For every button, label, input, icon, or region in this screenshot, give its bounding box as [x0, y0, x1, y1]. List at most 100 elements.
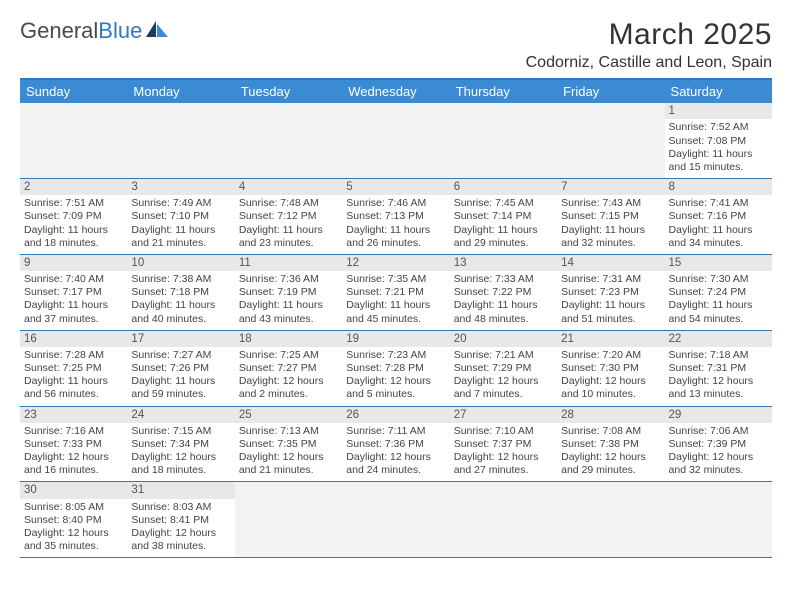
calendar-body: 1Sunrise: 7:52 AMSunset: 7:08 PMDaylight…	[20, 103, 772, 558]
daylight-line: Daylight: 12 hours and 38 minutes.	[131, 527, 230, 553]
sunset-line: Sunset: 8:41 PM	[131, 514, 230, 527]
sunrise-line: Sunrise: 7:38 AM	[131, 273, 230, 286]
header: GeneralBlue March 2025 Codorniz, Castill…	[20, 18, 772, 72]
calendar-cell: 15Sunrise: 7:30 AMSunset: 7:24 PMDayligh…	[665, 254, 772, 330]
sunset-line: Sunset: 7:15 PM	[561, 210, 660, 223]
sunrise-line: Sunrise: 7:23 AM	[346, 349, 445, 362]
calendar-cell: 23Sunrise: 7:16 AMSunset: 7:33 PMDayligh…	[20, 406, 127, 482]
sunset-line: Sunset: 7:21 PM	[346, 286, 445, 299]
logo-sail-icon	[144, 19, 170, 39]
day-number: 9	[20, 255, 127, 271]
sunset-line: Sunset: 7:23 PM	[561, 286, 660, 299]
brand-logo: GeneralBlue	[20, 18, 170, 44]
day-number: 15	[665, 255, 772, 271]
day-number: 3	[127, 179, 234, 195]
daylight-line: Daylight: 11 hours and 15 minutes.	[669, 148, 768, 174]
day-number: 13	[450, 255, 557, 271]
sunrise-line: Sunrise: 7:08 AM	[561, 425, 660, 438]
calendar-cell: 22Sunrise: 7:18 AMSunset: 7:31 PMDayligh…	[665, 330, 772, 406]
daylight-line: Daylight: 12 hours and 2 minutes.	[239, 375, 338, 401]
sunset-line: Sunset: 7:39 PM	[669, 438, 768, 451]
day-number: 7	[557, 179, 664, 195]
day-header: Tuesday	[235, 79, 342, 103]
daylight-line: Daylight: 11 hours and 34 minutes.	[669, 224, 768, 250]
day-number: 21	[557, 331, 664, 347]
day-number: 16	[20, 331, 127, 347]
sunrise-line: Sunrise: 7:28 AM	[24, 349, 123, 362]
calendar-cell: 1 Sunrise: 7:52 AMSunset: 7:08 PMDaylight…	[665, 103, 772, 178]
day-number: 5	[342, 179, 449, 195]
day-header: Monday	[127, 79, 234, 103]
day-number: 22	[665, 331, 772, 347]
calendar-cell: 7Sunrise: 7:43 AMSunset: 7:15 PMDaylight…	[557, 178, 664, 254]
sunrise-line: Sunrise: 7:48 AM	[239, 197, 338, 210]
calendar-cell	[235, 482, 342, 558]
sunset-line: Sunset: 7:36 PM	[346, 438, 445, 451]
daylight-line: Daylight: 12 hours and 27 minutes.	[454, 451, 553, 477]
calendar-cell	[557, 103, 664, 178]
day-header: Friday	[557, 79, 664, 103]
sunset-line: Sunset: 7:37 PM	[454, 438, 553, 451]
calendar-row: 16Sunrise: 7:28 AMSunset: 7:25 PMDayligh…	[20, 330, 772, 406]
sunset-line: Sunset: 7:33 PM	[24, 438, 123, 451]
sunrise-line: Sunrise: 7:41 AM	[669, 197, 768, 210]
day-number: 20	[450, 331, 557, 347]
sunset-line: Sunset: 7:16 PM	[669, 210, 768, 223]
sunset-line: Sunset: 7:19 PM	[239, 286, 338, 299]
calendar-cell: 5Sunrise: 7:46 AMSunset: 7:13 PMDaylight…	[342, 178, 449, 254]
calendar-cell: 25Sunrise: 7:13 AMSunset: 7:35 PMDayligh…	[235, 406, 342, 482]
sunrise-line: Sunrise: 7:43 AM	[561, 197, 660, 210]
sunrise-line: Sunrise: 7:52 AM	[669, 121, 768, 134]
daylight-line: Daylight: 11 hours and 59 minutes.	[131, 375, 230, 401]
calendar-cell	[127, 103, 234, 178]
daylight-line: Daylight: 11 hours and 51 minutes.	[561, 299, 660, 325]
sunset-line: Sunset: 7:08 PM	[669, 135, 768, 148]
sunrise-line: Sunrise: 7:30 AM	[669, 273, 768, 286]
day-number: 28	[557, 407, 664, 423]
calendar-cell: 6Sunrise: 7:45 AMSunset: 7:14 PMDaylight…	[450, 178, 557, 254]
day-number: 4	[235, 179, 342, 195]
daylight-line: Daylight: 12 hours and 7 minutes.	[454, 375, 553, 401]
calendar-cell: 2Sunrise: 7:51 AMSunset: 7:09 PMDaylight…	[20, 178, 127, 254]
sunset-line: Sunset: 7:09 PM	[24, 210, 123, 223]
daylight-line: Daylight: 12 hours and 16 minutes.	[24, 451, 123, 477]
sunset-line: Sunset: 7:18 PM	[131, 286, 230, 299]
calendar-cell	[235, 103, 342, 178]
location-line: Codorniz, Castille and Leon, Spain	[526, 54, 772, 72]
sunset-line: Sunset: 8:40 PM	[24, 514, 123, 527]
calendar-cell: 24Sunrise: 7:15 AMSunset: 7:34 PMDayligh…	[127, 406, 234, 482]
calendar-cell: 12Sunrise: 7:35 AMSunset: 7:21 PMDayligh…	[342, 254, 449, 330]
calendar-cell: 11Sunrise: 7:36 AMSunset: 7:19 PMDayligh…	[235, 254, 342, 330]
calendar-cell: 17Sunrise: 7:27 AMSunset: 7:26 PMDayligh…	[127, 330, 234, 406]
sunset-line: Sunset: 7:34 PM	[131, 438, 230, 451]
calendar-cell: 30Sunrise: 8:05 AMSunset: 8:40 PMDayligh…	[20, 482, 127, 558]
day-number: 12	[342, 255, 449, 271]
daylight-line: Daylight: 11 hours and 54 minutes.	[669, 299, 768, 325]
calendar-cell: 13Sunrise: 7:33 AMSunset: 7:22 PMDayligh…	[450, 254, 557, 330]
day-number: 17	[127, 331, 234, 347]
calendar-cell: 19Sunrise: 7:23 AMSunset: 7:28 PMDayligh…	[342, 330, 449, 406]
day-header: Thursday	[450, 79, 557, 103]
calendar-cell	[342, 482, 449, 558]
day-number: 26	[342, 407, 449, 423]
sunrise-line: Sunrise: 7:11 AM	[346, 425, 445, 438]
calendar-row: 30Sunrise: 8:05 AMSunset: 8:40 PMDayligh…	[20, 482, 772, 558]
sunset-line: Sunset: 7:28 PM	[346, 362, 445, 375]
sunrise-line: Sunrise: 7:16 AM	[24, 425, 123, 438]
day-number: 24	[127, 407, 234, 423]
day-header-row: SundayMondayTuesdayWednesdayThursdayFrid…	[20, 79, 772, 103]
sunrise-line: Sunrise: 7:10 AM	[454, 425, 553, 438]
calendar-row: 9Sunrise: 7:40 AMSunset: 7:17 PMDaylight…	[20, 254, 772, 330]
sunset-line: Sunset: 7:38 PM	[561, 438, 660, 451]
calendar-table: SundayMondayTuesdayWednesdayThursdayFrid…	[20, 78, 772, 558]
sunset-line: Sunset: 7:27 PM	[239, 362, 338, 375]
sunrise-line: Sunrise: 7:35 AM	[346, 273, 445, 286]
day-number: 2	[20, 179, 127, 195]
daylight-line: Daylight: 12 hours and 35 minutes.	[24, 527, 123, 553]
daylight-line: Daylight: 11 hours and 18 minutes.	[24, 224, 123, 250]
day-number: 6	[450, 179, 557, 195]
month-title: March 2025	[526, 18, 772, 52]
calendar-cell: 26Sunrise: 7:11 AMSunset: 7:36 PMDayligh…	[342, 406, 449, 482]
daylight-line: Daylight: 11 hours and 48 minutes.	[454, 299, 553, 325]
day-number: 1	[665, 103, 772, 119]
